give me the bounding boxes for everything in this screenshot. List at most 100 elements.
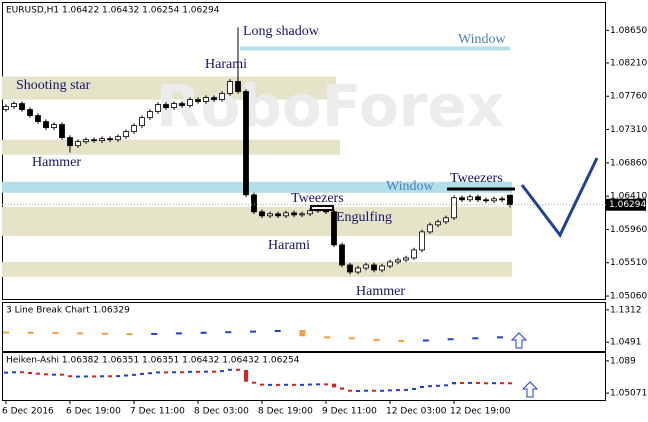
ha-candle xyxy=(124,374,128,377)
ha-candle xyxy=(404,388,408,391)
ha-candle xyxy=(228,368,232,371)
ha-candle xyxy=(76,375,80,378)
candle-body xyxy=(211,97,217,100)
candle-body xyxy=(35,115,41,123)
candle-body xyxy=(91,139,97,142)
candle-body xyxy=(451,197,457,219)
brick xyxy=(52,332,59,335)
brick xyxy=(422,339,429,342)
candle-body xyxy=(187,99,193,106)
candle-body xyxy=(347,264,353,273)
brick xyxy=(447,338,454,341)
annotation: Hammer xyxy=(32,155,81,170)
ha-candle xyxy=(68,375,72,378)
brick xyxy=(373,338,380,341)
x-tick-label: 6 Dec 2016 xyxy=(2,407,54,417)
candle-body xyxy=(99,138,105,142)
ha-candle xyxy=(444,384,448,387)
ha-candle xyxy=(436,384,440,387)
ha-candle xyxy=(28,371,32,374)
ha-candle xyxy=(196,370,200,373)
ha-candle xyxy=(116,375,120,378)
candle-body xyxy=(499,198,505,201)
up-arrow xyxy=(521,381,539,398)
candle-body xyxy=(275,213,281,217)
y-tick-label: 1.05960 xyxy=(610,225,647,235)
candle-body xyxy=(155,104,161,112)
ha-candle xyxy=(300,383,304,386)
annotation: Harami xyxy=(205,57,247,72)
chart-title: EURUSD,H1 1.06422 1.06432 1.06254 1.0629… xyxy=(6,6,220,16)
annotation: Window xyxy=(386,179,435,194)
ha-candle xyxy=(388,389,392,392)
brick xyxy=(299,330,306,337)
candle-body xyxy=(43,121,49,129)
candle-body xyxy=(387,261,393,267)
ha-candle xyxy=(508,382,512,385)
candle-body xyxy=(227,81,233,94)
candle-body xyxy=(171,103,177,108)
zone xyxy=(2,261,512,277)
candle-body xyxy=(395,259,401,263)
candle-body xyxy=(235,81,241,92)
ha-candle xyxy=(356,390,360,393)
candle-body xyxy=(467,196,473,201)
brick xyxy=(175,332,182,335)
brick xyxy=(348,337,355,340)
candle-body xyxy=(219,93,225,100)
candle-body xyxy=(11,103,17,108)
ha-candle xyxy=(156,371,160,374)
ha-candle xyxy=(380,389,384,392)
ha-candle xyxy=(132,373,136,376)
price-label-box xyxy=(606,198,646,211)
ha-candle xyxy=(100,375,104,378)
candle-body xyxy=(483,199,489,202)
ha-candle xyxy=(188,370,192,373)
candle-body xyxy=(115,136,121,141)
x-tick-label: 8 Dec 19:00 xyxy=(258,407,313,417)
line-break-panel xyxy=(2,302,606,352)
zone xyxy=(2,76,336,100)
ha-candle xyxy=(348,389,352,392)
y-tick-label: 1.06860 xyxy=(610,158,647,168)
ha-candle xyxy=(500,382,504,385)
candle-body xyxy=(267,213,273,217)
ha-candle xyxy=(12,371,16,374)
candle-body xyxy=(107,138,113,141)
brick xyxy=(101,332,108,335)
candle-body xyxy=(83,139,89,143)
candle-body xyxy=(19,103,25,110)
ha-candle xyxy=(476,381,480,384)
candle-body xyxy=(67,137,73,147)
ha-candle xyxy=(460,382,464,385)
candle-body xyxy=(179,103,185,106)
candle-body xyxy=(251,194,257,213)
brick xyxy=(398,339,405,342)
watermark: RoboForex xyxy=(156,72,504,140)
x-tick-label: 12 Dec 19:00 xyxy=(450,407,511,417)
y-tick-label: 1.05060 xyxy=(610,292,647,302)
ha-candle xyxy=(92,375,96,378)
y-tick-label: 1.05071 xyxy=(610,389,647,399)
candle-body xyxy=(75,141,81,147)
y-tick-label: 1.07310 xyxy=(610,125,647,135)
ha-candle xyxy=(340,387,344,390)
annotation: Engulfing xyxy=(336,210,392,225)
candle-body xyxy=(3,106,9,110)
ha-candle xyxy=(220,370,224,373)
forecast-arrow xyxy=(520,157,599,238)
candle-body xyxy=(403,257,409,261)
candle-body xyxy=(283,212,289,217)
ha-candle xyxy=(252,381,256,384)
candle-body xyxy=(507,194,513,206)
candle-body xyxy=(259,211,265,217)
candle-body xyxy=(363,264,369,269)
annotation: Tweezers xyxy=(291,191,344,206)
ha-candle xyxy=(164,371,168,374)
candle-body xyxy=(427,224,433,233)
brick xyxy=(126,333,133,336)
ha-candle xyxy=(260,383,264,386)
ha-candle xyxy=(108,375,112,378)
ha-candle xyxy=(36,372,40,375)
